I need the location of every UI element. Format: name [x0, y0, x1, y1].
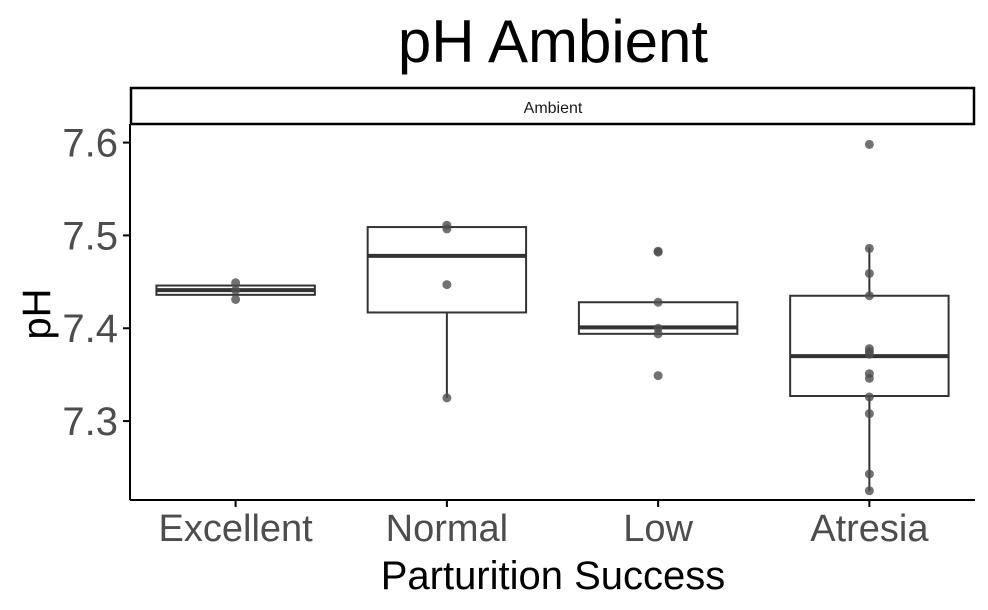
- box-group-atresia: [789, 139, 950, 496]
- box-iqr: [366, 226, 528, 314]
- data-point: [864, 469, 874, 479]
- facet-strip: [129, 86, 976, 126]
- plot-area: [155, 139, 950, 496]
- box-group-low: [577, 246, 739, 381]
- data-point: [442, 280, 452, 290]
- x-tick-label: Normal: [386, 508, 508, 550]
- x-tick-label: Atresia: [810, 508, 929, 550]
- y-tick-label: 7.4: [62, 307, 118, 351]
- chart-title: pH Ambient: [398, 8, 708, 75]
- facet-label: Ambient: [524, 100, 583, 117]
- y-axis-label: pH: [15, 288, 59, 339]
- data-point: [231, 294, 241, 304]
- data-point: [864, 268, 874, 278]
- data-point: [442, 224, 452, 234]
- y-tick-label: 7.3: [62, 400, 118, 444]
- data-point: [864, 291, 874, 301]
- y-tick-label: 7.6: [62, 122, 118, 166]
- x-axis-label: Parturition Success: [381, 554, 726, 598]
- data-point: [653, 329, 663, 339]
- data-point: [231, 285, 241, 295]
- data-point: [864, 392, 874, 402]
- data-point: [864, 139, 874, 149]
- x-tick-label: Excellent: [159, 508, 314, 550]
- data-point: [864, 349, 874, 359]
- box-group-normal: [366, 220, 528, 403]
- data-point: [442, 393, 452, 403]
- data-point: [653, 371, 663, 381]
- axes: 7.3 7.4 7.5 7.6 Excellent Normal Low Atresia: [62, 122, 929, 550]
- data-point: [231, 278, 241, 288]
- data-point: [864, 409, 874, 419]
- y-tick-label: 7.5: [62, 214, 118, 258]
- x-tick-label: Low: [623, 508, 693, 550]
- box-group-excellent: [155, 278, 316, 304]
- data-point: [864, 486, 874, 496]
- data-point: [864, 373, 874, 383]
- data-point: [653, 297, 663, 307]
- data-point: [864, 243, 874, 253]
- data-point: [653, 247, 663, 257]
